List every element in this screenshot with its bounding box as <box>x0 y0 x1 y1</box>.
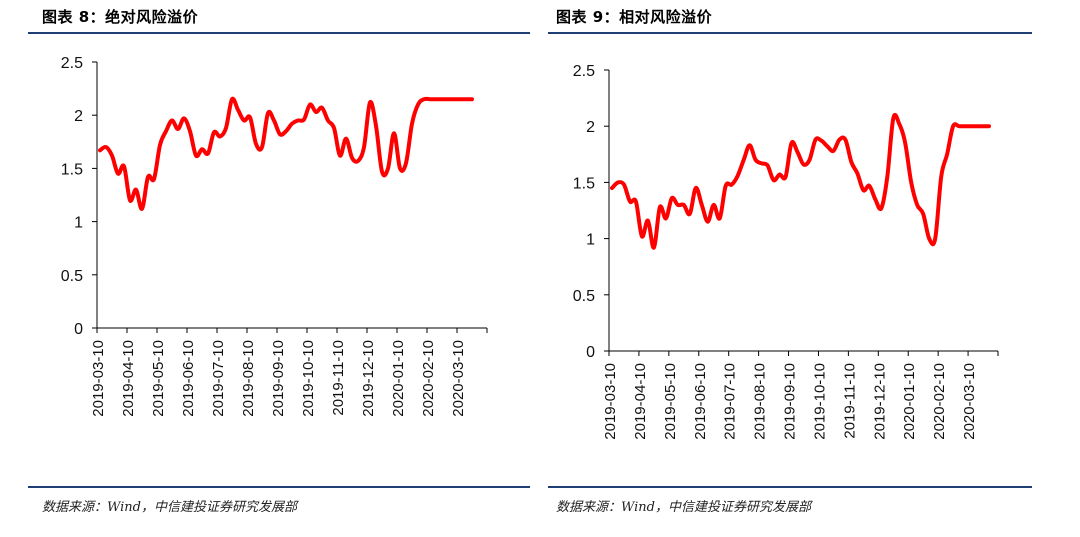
x-tick-label: 2019-11-10 <box>841 363 858 439</box>
y-tick-label: 1.5 <box>61 161 83 178</box>
series-line <box>98 96 474 211</box>
source-note: 数据来源：Wind，中信建投证券研究发展部 <box>556 500 811 515</box>
x-tick-label: 2019-06-10 <box>180 340 197 417</box>
x-tick-label: 2020-02-10 <box>420 340 437 417</box>
x-tick-label: 2019-04-10 <box>632 363 649 440</box>
x-tick-label: 2019-05-10 <box>150 340 167 417</box>
y-tick-label: 0 <box>74 321 83 338</box>
figure-8: 图表 8：绝对风险溢价 0 0.5 1 1.5 2 2.5 2019-03-10 2019-0… <box>0 0 530 537</box>
source-rule <box>548 486 1032 488</box>
x-tick-label: 2019-04-10 <box>120 340 137 417</box>
x-tick-label: 2020-01-10 <box>901 363 918 440</box>
x-tick-label: 2019-09-10 <box>270 340 287 417</box>
x-tick-label: 2019-10-10 <box>811 363 828 440</box>
x-tick-label: 2020-03-10 <box>450 340 467 417</box>
title-rule <box>548 32 1032 34</box>
source-rule <box>28 486 530 488</box>
y-tick-label: 1 <box>586 232 595 249</box>
x-tick-label: 2019-07-10 <box>210 340 227 417</box>
x-tick-label: 2019-03-10 <box>90 340 107 417</box>
x-tick-label: 2020-03-10 <box>961 363 978 440</box>
x-tick-label: 2019-08-10 <box>240 340 257 417</box>
x-tick-label: 2019-07-10 <box>722 363 739 440</box>
figure-title: 图表 8：绝对风险溢价 <box>42 8 199 26</box>
figure-9: 图表 9：相对风险溢价 0 0.5 1 1.5 2 2.5 2019-03-10 2019-0… <box>548 0 1080 537</box>
y-tick-label: 0.5 <box>61 268 83 285</box>
chart-absolute-risk-premium: 0 0.5 1 1.5 2 2.5 2019-03-10 2019-04-10 2019-05-… <box>61 55 488 417</box>
y-tick-label: 2 <box>586 119 595 136</box>
y-tick-label: 0.5 <box>573 288 595 305</box>
x-tick-label: 2019-12-10 <box>871 363 888 440</box>
figure-title: 图表 9：相对风险溢价 <box>556 8 713 26</box>
chart-relative-risk-premium: 0 0.5 1 1.5 2 2.5 2019-03-10 2019-04-10 2019-05-… <box>573 63 999 440</box>
source-note: 数据来源：Wind，中信建投证券研究发展部 <box>42 500 297 515</box>
x-tick-label: 2019-12-10 <box>360 340 377 417</box>
x-tick-label: 2019-10-10 <box>300 340 317 417</box>
y-tick-label: 0 <box>586 344 595 361</box>
x-tick-label: 2020-02-10 <box>931 363 948 440</box>
y-tick-label: 1.5 <box>573 175 595 192</box>
y-tick-label: 2 <box>74 108 83 125</box>
y-tick-label: 1 <box>74 215 83 232</box>
x-tick-label: 2019-03-10 <box>602 363 619 440</box>
x-tick-label: 2019-09-10 <box>782 363 799 440</box>
y-tick-label: 2.5 <box>61 55 83 72</box>
x-tick-label: 2019-08-10 <box>752 363 769 440</box>
series-line <box>610 112 991 250</box>
y-tick-label: 2.5 <box>573 63 595 80</box>
x-tick-label: 2019-06-10 <box>692 363 709 440</box>
title-rule <box>28 32 530 34</box>
x-tick-label: 2020-01-10 <box>390 340 407 417</box>
x-tick-label: 2019-05-10 <box>662 363 679 440</box>
x-tick-label: 2019-11-10 <box>330 340 347 416</box>
